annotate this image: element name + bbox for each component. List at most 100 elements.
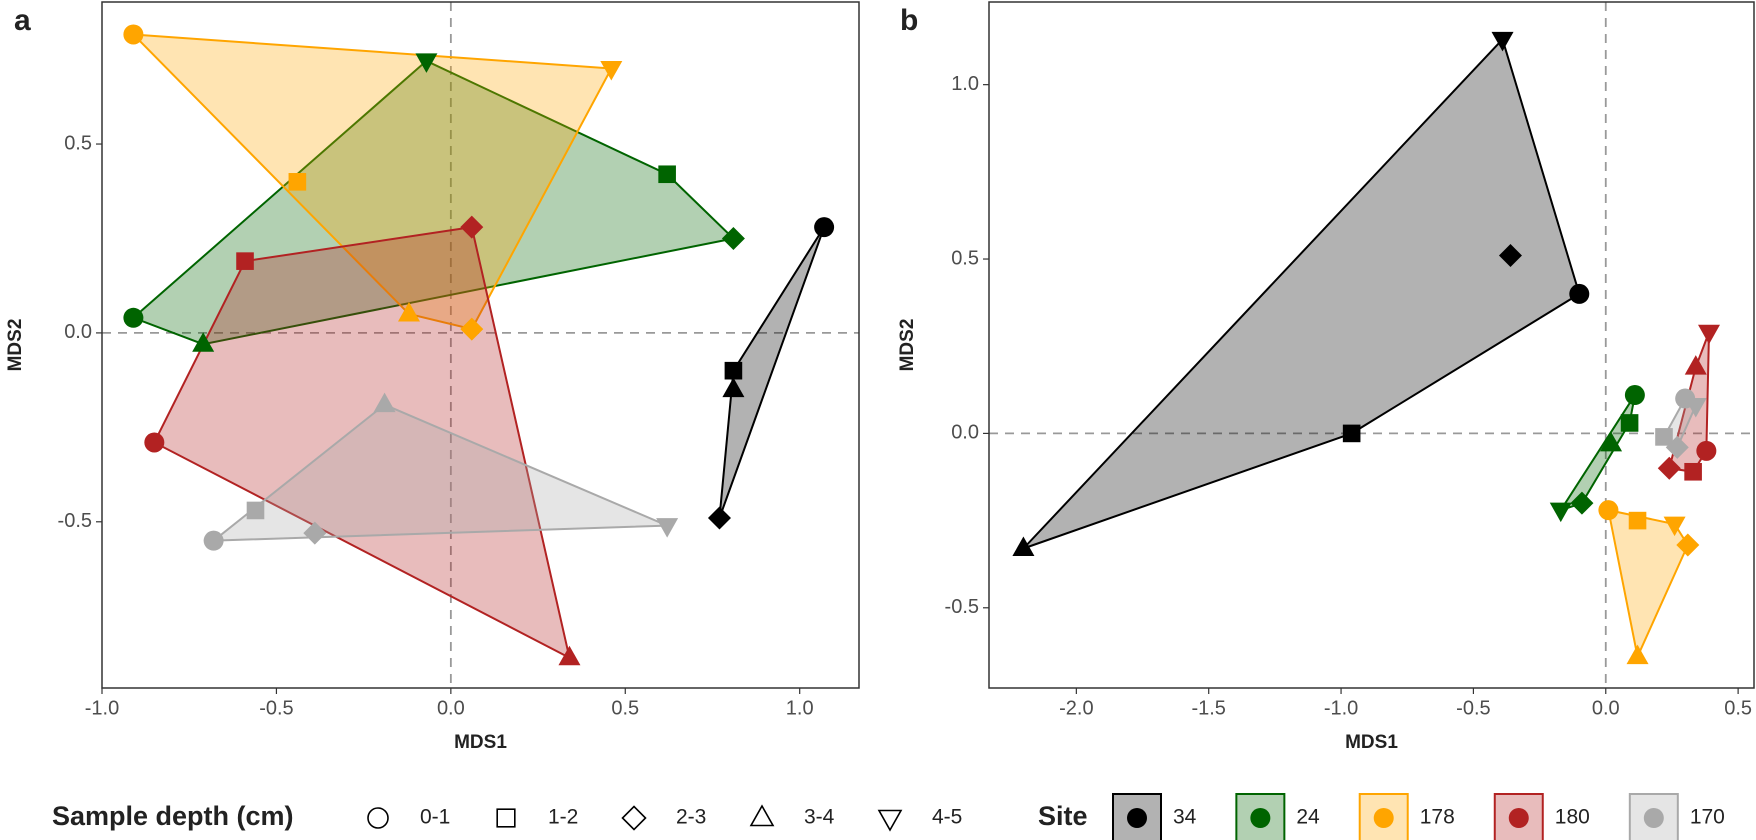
plot-frame [101, 1, 860, 689]
plot-background [989, 2, 1754, 688]
x-tick-label: -1.5 [1191, 697, 1225, 719]
legend-symbol [1508, 808, 1529, 828]
point [123, 307, 144, 328]
point [460, 215, 484, 239]
point [415, 53, 438, 73]
point [192, 332, 215, 352]
x-tick-label: -1.0 [1324, 697, 1358, 719]
point [814, 217, 835, 238]
legend-label: 170 [1690, 806, 1725, 829]
legend-title: Site [1038, 801, 1088, 831]
legend-label: 2-3 [676, 806, 706, 829]
y-tick-label: 0.0 [951, 422, 979, 444]
point [1012, 536, 1035, 556]
point [123, 24, 144, 45]
x-axis-title: MDS1 [454, 732, 507, 753]
point [1600, 431, 1623, 452]
point [721, 226, 745, 250]
point [722, 377, 745, 398]
point [373, 392, 396, 413]
point [1569, 283, 1590, 304]
y-axis-title: MDS2 [897, 319, 918, 372]
panel-label: b [900, 4, 918, 37]
point [1665, 435, 1689, 459]
y-tick-label: 0.5 [951, 247, 979, 269]
point [1620, 414, 1639, 432]
point [1549, 502, 1572, 523]
legend-title: Sample depth (cm) [52, 801, 294, 831]
legend-key [1493, 793, 1544, 840]
legend-label: 1-2 [548, 806, 578, 829]
legend-symbol [496, 808, 516, 828]
y-tick-label: -0.5 [945, 596, 979, 618]
legend: Sample depth (cm) 0-1 1-2 2-3 3-4 4-5 Site 34 24… [52, 793, 1725, 840]
legend-label: 4-5 [932, 806, 962, 829]
plot-frame [988, 1, 1755, 689]
x-axis-title: MDS1 [1345, 732, 1398, 753]
y-tick-label: 0.0 [64, 321, 92, 343]
y-tick-label: 1.0 [951, 73, 979, 95]
x-tick-label: 1.0 [786, 697, 814, 719]
point [1624, 385, 1645, 406]
point [203, 530, 224, 551]
legend-symbol [877, 809, 903, 832]
x-tick-label: 0.0 [437, 697, 465, 719]
point [558, 645, 581, 666]
point [397, 302, 420, 322]
x-tick-label: 0.0 [1592, 697, 1620, 719]
hull: 34 [718, 226, 826, 519]
legend-symbol [1373, 808, 1394, 828]
point [1342, 424, 1361, 443]
legend-symbol [367, 807, 389, 829]
x-tick-label: -2.0 [1059, 697, 1093, 719]
legend-label: 3-4 [804, 806, 835, 829]
y-axis-title: MDS2 [5, 319, 26, 372]
panel: b MDS1 MDS2 -2.0 -1.5 -1.0 -0.5 0.0 0.5 -0.5 0.0 0.… [897, 1, 1755, 753]
point [288, 173, 307, 191]
legend-symbol [749, 804, 775, 827]
hull: 170 [210, 403, 668, 542]
y-tick-label: -0.5 [58, 510, 92, 532]
panel: a MDS1 MDS2 -1.0 -0.5 0.0 0.5 1.0 -0.5 0.0 0.5 3424… [5, 1, 860, 753]
legend-label: 0-1 [420, 806, 450, 829]
point [1498, 244, 1522, 268]
legend-symbol [621, 805, 647, 831]
x-tick-label: -0.5 [259, 697, 293, 719]
point [1684, 398, 1707, 418]
legend-symbol [1127, 808, 1147, 828]
point [303, 521, 327, 545]
point [460, 317, 484, 341]
y-tick-label: 0.5 [64, 132, 92, 154]
legend-symbol [1643, 808, 1664, 828]
panel-label: a [14, 4, 31, 37]
point [1663, 516, 1686, 537]
point [1696, 440, 1717, 461]
point [1655, 428, 1673, 446]
hull: 24 [131, 59, 736, 346]
point [236, 252, 254, 270]
point [1626, 644, 1649, 665]
x-tick-label: -0.5 [1456, 697, 1490, 719]
point [1491, 31, 1514, 52]
point [246, 501, 265, 520]
plot-background [102, 2, 859, 688]
point [600, 60, 623, 81]
point [1570, 491, 1594, 515]
point [658, 165, 676, 184]
legend-label: 34 [1173, 806, 1197, 829]
x-tick-label: 0.5 [1724, 697, 1752, 719]
legend-label: 178 [1420, 806, 1455, 829]
x-tick-label: -1.0 [85, 697, 119, 719]
point [707, 506, 731, 530]
point [144, 432, 165, 453]
point [656, 518, 679, 538]
point [1598, 500, 1619, 521]
point [1698, 324, 1720, 345]
point [1676, 533, 1700, 557]
legend-symbol [1250, 808, 1271, 828]
legend-label: 24 [1296, 806, 1320, 829]
point [1684, 462, 1702, 481]
point [724, 361, 743, 380]
point [1684, 355, 1707, 375]
